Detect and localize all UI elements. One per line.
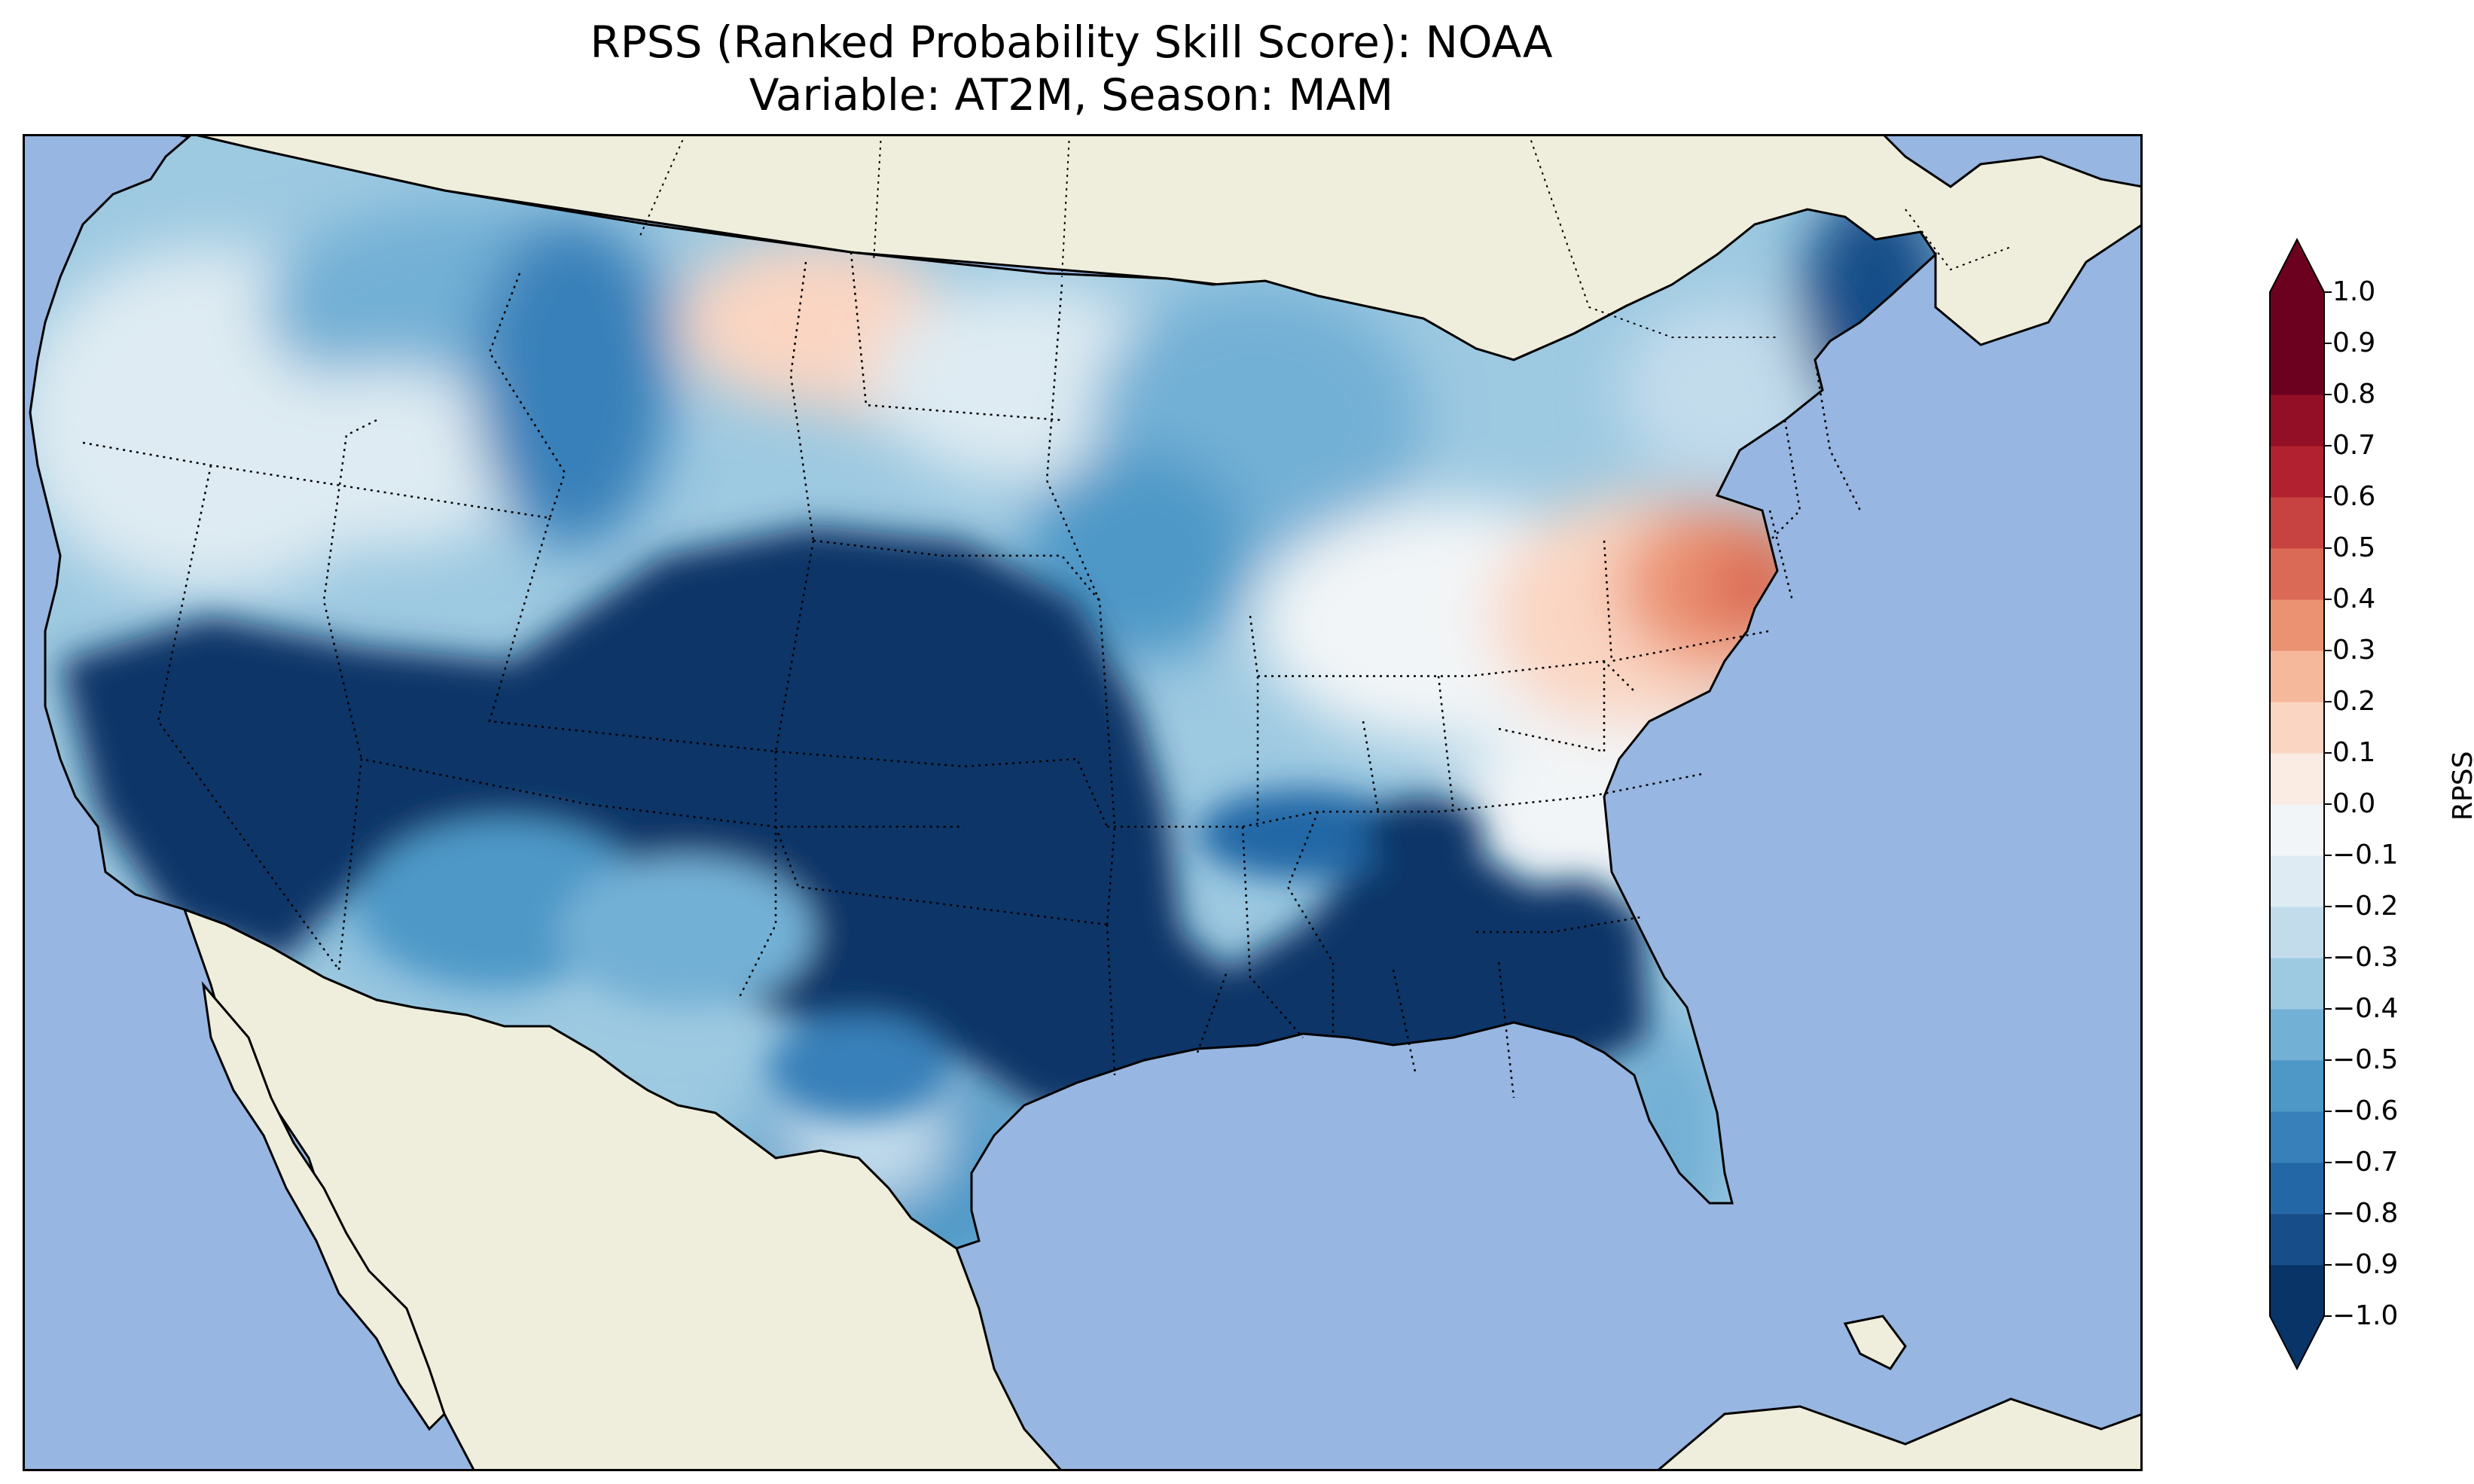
colorbar-bin xyxy=(2270,343,2324,395)
colorbar-bin xyxy=(2270,1214,2324,1266)
title-line-2: Variable: AT2M, Season: MAM xyxy=(749,69,1394,120)
colorbar-tick-label: 0.4 xyxy=(2332,584,2376,614)
colorbar-bin xyxy=(2270,599,2324,651)
title-line-1: RPSS (Ranked Probability Skill Score): N… xyxy=(590,17,1553,68)
colorbar-bin xyxy=(2270,1163,2324,1214)
colorbar-tick-label: 0.9 xyxy=(2332,328,2376,358)
colorbar-tick-label: 0.0 xyxy=(2332,788,2376,819)
colorbar-bin xyxy=(2270,804,2324,856)
colorbar-bin xyxy=(2270,1009,2324,1061)
colorbar-bin xyxy=(2270,855,2324,907)
colorbar-tick-label: 0.1 xyxy=(2332,737,2376,768)
colorbar-tick-label: −0.1 xyxy=(2332,840,2399,870)
colorbar-tick-label: 0.2 xyxy=(2332,686,2376,717)
colorbar-tick-label: −0.9 xyxy=(2332,1249,2399,1280)
colorbar-bin xyxy=(2270,395,2324,446)
rpss-map xyxy=(23,134,2143,1471)
colorbar-bin xyxy=(2270,1265,2324,1317)
province-borders xyxy=(639,134,2012,338)
colorbar-bin xyxy=(2270,1060,2324,1112)
colorbar-bin xyxy=(2270,292,2324,344)
state-borders xyxy=(82,251,1862,1099)
colorbar-tick-label: 0.5 xyxy=(2332,532,2376,563)
colorbar xyxy=(2269,237,2332,1371)
colorbar-tick-label: −1.0 xyxy=(2332,1300,2399,1331)
colorbar-extend-max xyxy=(2270,239,2324,292)
colorbar-bin xyxy=(2270,651,2324,702)
colorbar-tick-label: −0.4 xyxy=(2332,993,2399,1024)
colorbar-bin xyxy=(2270,1111,2324,1163)
colorbar-bin xyxy=(2270,497,2324,549)
colorbar-tick-label: −0.5 xyxy=(2332,1044,2399,1075)
colorbar-tick-label: 0.7 xyxy=(2332,430,2376,461)
colorbar-tick-label: 0.6 xyxy=(2332,481,2376,512)
colorbar-tick-label: −0.2 xyxy=(2332,891,2399,922)
colorbar-tick-label: 1.0 xyxy=(2332,276,2376,307)
colorbar-extend-min xyxy=(2270,1316,2324,1369)
colorbar-label: RPSS xyxy=(2448,751,2474,821)
colorbar-bin xyxy=(2270,907,2324,958)
colorbar-tick-label: 0.8 xyxy=(2332,379,2376,410)
colorbar-tick-label: 0.3 xyxy=(2332,635,2376,666)
colorbar-bin xyxy=(2270,958,2324,1010)
colorbar-bin xyxy=(2270,548,2324,600)
colorbar-bin xyxy=(2270,446,2324,498)
colorbar-tick-label: −0.6 xyxy=(2332,1095,2399,1126)
colorbar-tick-label: −0.3 xyxy=(2332,942,2399,973)
colorbar-tick-label: −0.8 xyxy=(2332,1198,2399,1229)
colorbar-tick-label: −0.7 xyxy=(2332,1147,2399,1178)
colorbar-bin xyxy=(2270,702,2324,754)
colorbar-bin xyxy=(2270,753,2324,805)
